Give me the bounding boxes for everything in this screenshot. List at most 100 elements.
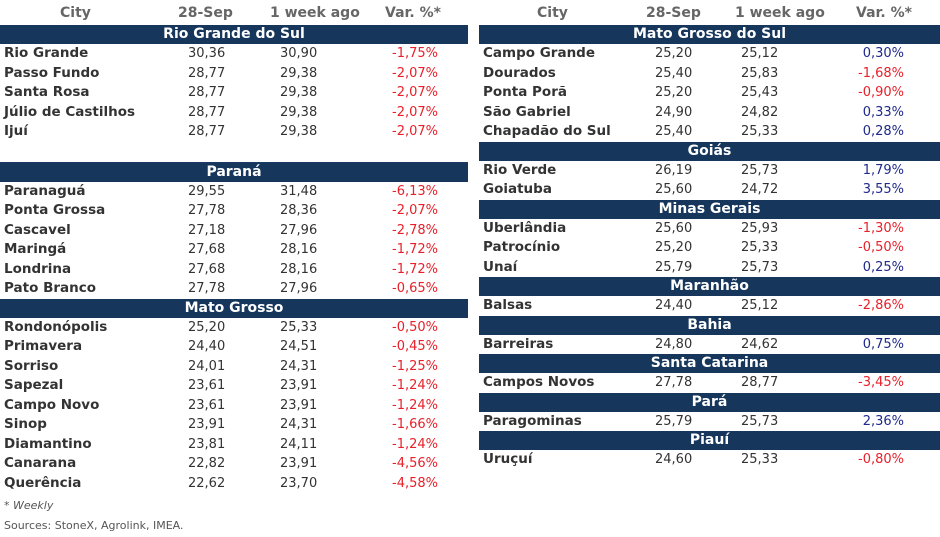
variation-percent: 0,25% — [862, 259, 904, 275]
footnote: * Weekly — [4, 499, 54, 512]
city-name: Campos Novos — [483, 374, 595, 390]
region-band: Mato Grosso do Sul — [479, 25, 940, 44]
price-current: 27,68 — [188, 261, 226, 277]
variation-percent: 0,75% — [862, 336, 904, 352]
table-row: São Gabriel 24,90 24,82 0,33% — [479, 103, 940, 123]
variation-percent: -2,07% — [392, 85, 438, 100]
region-band: Rio Grande do Sul — [0, 25, 468, 44]
table-row: Campo Novo 23,61 23,91 -1,24% — [0, 396, 468, 416]
price-current: 28,77 — [188, 85, 226, 100]
price-week-ago: 25,93 — [741, 220, 779, 236]
table-row: Diamantino 23,81 24,11 -1,24% — [0, 435, 468, 455]
price-current: 30,36 — [188, 46, 226, 61]
price-week-ago: 23,70 — [280, 475, 318, 491]
table-header: City 28-Sep 1 week ago Var. %* — [0, 0, 468, 25]
table-row: Pato Branco 27,78 27,96 -0,65% — [0, 279, 468, 299]
price-current: 22,62 — [188, 475, 226, 491]
variation-percent: -0,90% — [858, 85, 904, 100]
price-current: 28,77 — [188, 104, 226, 120]
price-week-ago: 25,73 — [741, 413, 779, 429]
table-row: Ponta Porã 25,20 25,43 -0,90% — [479, 83, 940, 103]
price-week-ago: 29,38 — [280, 124, 318, 139]
header-date: 28-Sep — [646, 5, 701, 21]
city-name: Cascavel — [4, 221, 71, 238]
variation-percent: -0,50% — [858, 240, 904, 255]
header-variation: Var. %* — [856, 5, 912, 21]
city-name: Ponta Porã — [483, 84, 567, 100]
price-week-ago: 24,31 — [280, 358, 318, 374]
price-current: 25,79 — [655, 413, 693, 429]
footer: * Weekly Sources: StoneX, Agrolink, IMEA… — [4, 496, 184, 536]
price-week-ago: 27,96 — [280, 222, 318, 238]
variation-percent: -1,25% — [392, 358, 438, 374]
table-row: Chapadão do Sul 25,40 25,33 0,28% — [479, 122, 940, 142]
city-name: Rio Grande — [4, 45, 89, 61]
price-week-ago: 24,82 — [741, 104, 779, 120]
variation-percent: -1,24% — [392, 397, 438, 413]
city-name: Dourados — [483, 64, 556, 81]
variation-percent: 2,36% — [862, 413, 904, 429]
price-week-ago: 24,31 — [280, 417, 318, 432]
header-city: City — [537, 5, 568, 21]
city-name: Chapadão do Sul — [483, 123, 611, 139]
variation-percent: -4,56% — [392, 456, 438, 471]
header-variation: Var. %* — [385, 5, 441, 21]
table-row: Campo Grande 25,20 25,12 0,30% — [479, 44, 940, 64]
price-week-ago: 29,38 — [280, 85, 318, 100]
variation-percent: -2,07% — [392, 104, 438, 120]
region-band: Bahia — [479, 315, 940, 335]
price-week-ago: 29,38 — [280, 104, 318, 120]
price-current: 24,40 — [655, 298, 693, 313]
table-row: Uruçuí 24,60 25,33 -0,80% — [479, 450, 940, 470]
table-header: City 28-Sep 1 week ago Var. %* — [479, 0, 940, 25]
city-name: Pato Branco — [4, 280, 97, 296]
price-week-ago: 25,83 — [741, 65, 779, 81]
city-name: Santa Rosa — [4, 84, 90, 100]
city-name: Goiatuba — [483, 181, 552, 197]
region-band: Paraná — [0, 162, 468, 182]
table-row: Maringá 27,68 28,16 -1,72% — [0, 240, 468, 260]
price-current: 23,61 — [188, 397, 226, 413]
table-row: Unaí 25,79 25,73 0,25% — [479, 258, 940, 278]
price-current: 26,19 — [655, 162, 693, 178]
variation-percent: -0,45% — [392, 339, 438, 354]
city-name: Balsas — [483, 297, 533, 313]
region-band: Mato Grosso — [0, 298, 468, 318]
price-current: 25,79 — [655, 259, 693, 275]
price-week-ago: 24,72 — [741, 182, 779, 197]
city-name: Unaí — [483, 258, 518, 275]
price-current: 27,78 — [655, 375, 693, 390]
price-week-ago: 25,73 — [741, 259, 779, 275]
table-row: Júlio de Castilhos 28,77 29,38 -2,07% — [0, 103, 468, 123]
price-current: 24,60 — [655, 452, 693, 467]
city-name: Patrocínio — [483, 239, 561, 255]
table-row: Campos Novos 27,78 28,77 -3,45% — [479, 373, 940, 393]
variation-percent: -2,07% — [392, 65, 438, 81]
price-week-ago: 27,96 — [280, 281, 318, 296]
region-band: Minas Gerais — [479, 199, 940, 219]
price-current: 24,01 — [188, 358, 226, 374]
table-row: Barreiras 24,80 24,62 0,75% — [479, 335, 940, 355]
price-week-ago: 23,91 — [280, 456, 318, 471]
price-current: 24,90 — [655, 104, 693, 120]
right-price-table: City 28-Sep 1 week ago Var. %* Mato Gros… — [479, 0, 940, 470]
variation-percent: -1,24% — [392, 378, 438, 393]
section-spacer — [0, 142, 468, 163]
region-band: Santa Catarina — [479, 354, 940, 373]
header-week-ago: 1 week ago — [735, 5, 825, 21]
table-row: Ponta Grossa 27,78 28,36 -2,07% — [0, 201, 468, 221]
variation-percent: -4,58% — [392, 475, 438, 491]
price-week-ago: 25,33 — [280, 319, 318, 335]
table-row: Santa Rosa 28,77 29,38 -2,07% — [0, 83, 468, 103]
price-week-ago: 30,90 — [280, 46, 318, 61]
table-row: Uberlândia 25,60 25,93 -1,30% — [479, 219, 940, 239]
city-name: Primavera — [4, 338, 83, 354]
table-row: Dourados 25,40 25,83 -1,68% — [479, 64, 940, 84]
table-row: Cascavel 27,18 27,96 -2,78% — [0, 221, 468, 241]
city-name: Barreiras — [483, 335, 554, 352]
city-name: Passo Fundo — [4, 64, 100, 81]
price-current: 27,68 — [188, 242, 226, 257]
table-row: Rondonópolis 25,20 25,33 -0,50% — [0, 318, 468, 338]
price-current: 23,81 — [188, 436, 226, 452]
price-current: 23,91 — [188, 417, 226, 432]
